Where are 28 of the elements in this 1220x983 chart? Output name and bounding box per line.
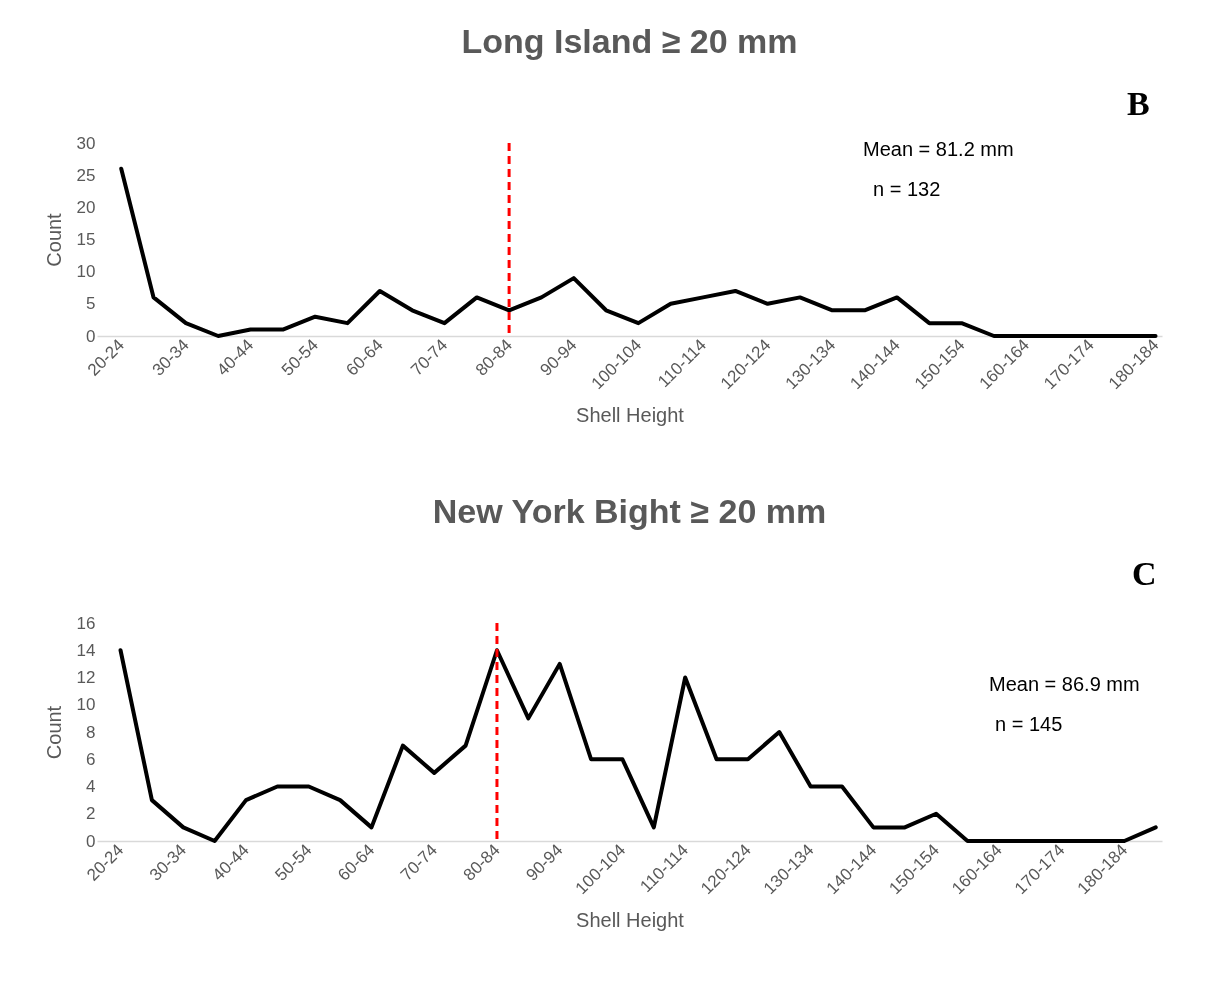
y-tick-label: 5 — [86, 294, 96, 314]
chart-title: Long Island ≥ 20 mm — [461, 22, 798, 60]
y-tick-label: 30 — [76, 133, 96, 153]
annotation: n = 132 — [873, 178, 941, 200]
line-series — [118, 648, 1158, 843]
text: C — [1132, 555, 1157, 592]
text: B — [1127, 85, 1150, 122]
y-tick-label: 14 — [76, 640, 96, 660]
y-tick-label: 4 — [86, 777, 96, 796]
annotation: Mean = 81.2 mm — [863, 138, 1014, 160]
y-tick-label: 16 — [76, 613, 96, 633]
y-tick-label: 6 — [86, 749, 96, 769]
annotation: Mean = 86.9 mm — [989, 673, 1140, 695]
y-tick-label: 15 — [76, 230, 96, 249]
x-axis-title: Shell Height — [576, 404, 685, 427]
y-tick-label: 10 — [76, 262, 96, 282]
y-axis-title: Count — [42, 705, 65, 760]
x-axis-title: Shell Height — [576, 909, 685, 932]
annotation: n = 145 — [995, 713, 1063, 735]
y-tick-label: 10 — [76, 695, 96, 715]
y-tick-label: 2 — [86, 804, 96, 824]
y-tick-label: 20 — [76, 197, 96, 217]
line-series — [119, 166, 1158, 338]
y-tick-label: 12 — [76, 668, 96, 687]
chart-title: New York Bight ≥ 20 mm — [432, 492, 827, 530]
y-tick-label: 8 — [86, 722, 96, 742]
y-tick-label: 25 — [76, 165, 96, 185]
y-axis-title: Count — [42, 212, 65, 267]
